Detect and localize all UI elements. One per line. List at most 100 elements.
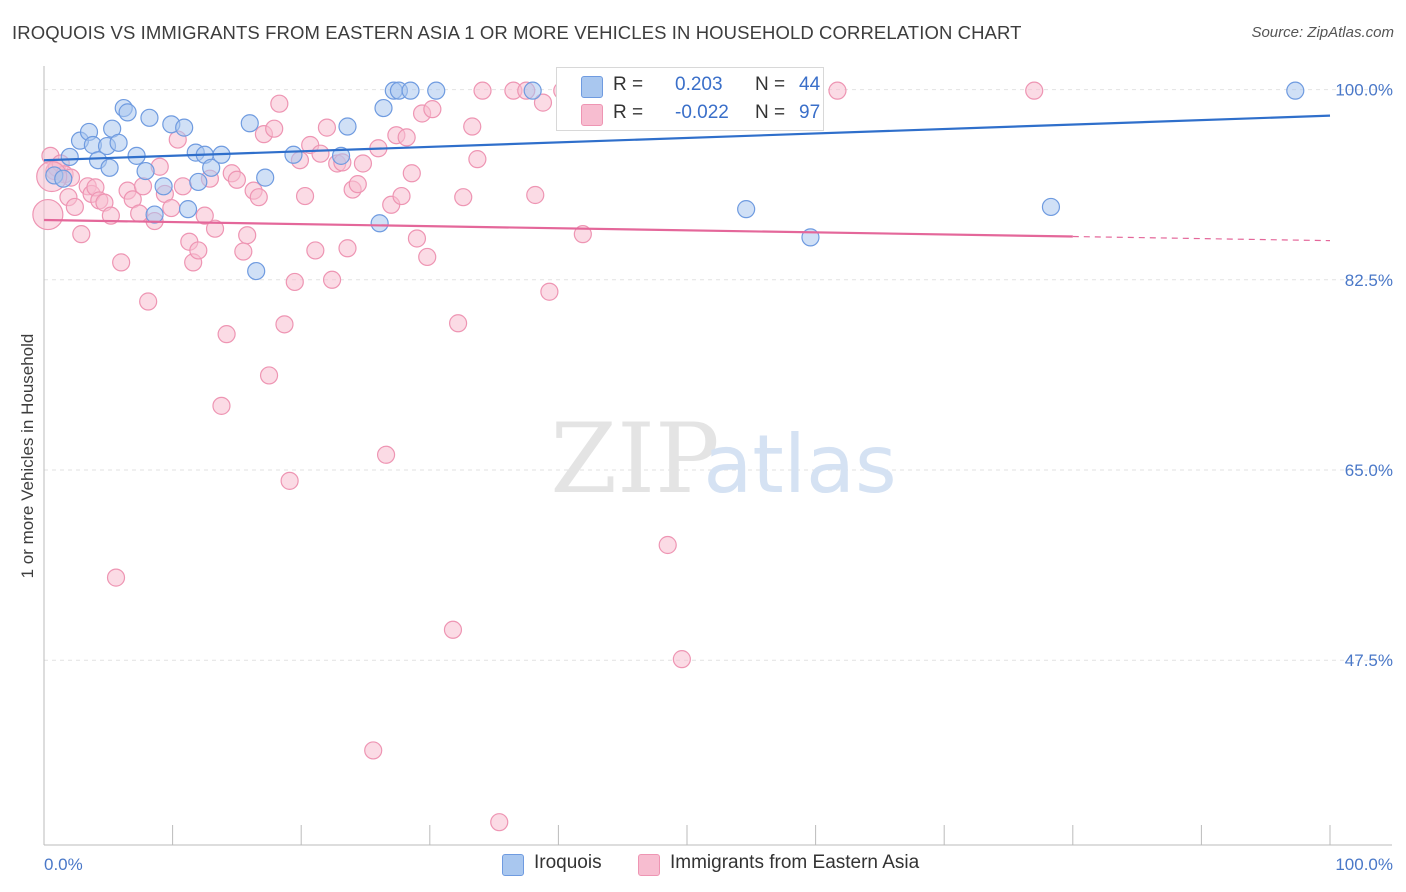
eastern-asia-point <box>533 93 553 112</box>
eastern-asia-point <box>195 206 214 225</box>
legend-r-value: 0.203 <box>675 74 723 95</box>
legend-swatch-iroquois <box>502 854 524 876</box>
eastern-asia-point <box>227 170 246 189</box>
iroquois-point <box>240 114 259 133</box>
iroquois-point <box>145 205 164 224</box>
legend-label-iroquois: Iroquois <box>534 852 602 873</box>
eastern-asia-point <box>205 219 225 238</box>
legend-label-eastern-asia: Immigrants from Eastern Asia <box>670 852 920 873</box>
eastern-asia-point <box>1025 81 1044 100</box>
eastern-asia-point <box>270 94 289 113</box>
series-iroquois-points <box>45 81 1305 281</box>
eastern-asia-point <box>212 396 231 415</box>
eastern-asia-point <box>162 198 181 218</box>
eastern-asia-point <box>672 650 691 669</box>
eastern-asia-point <box>423 100 442 119</box>
eastern-asia-point <box>322 270 342 289</box>
eastern-asia-point <box>311 144 330 163</box>
iroquois-point <box>247 261 266 281</box>
grid-lines <box>44 89 1392 661</box>
eastern-asia-point <box>454 188 473 207</box>
eastern-asia-point <box>348 175 367 194</box>
eastern-asia-point <box>238 226 257 245</box>
eastern-asia-point <box>101 206 120 225</box>
eastern-asia-point <box>295 186 315 206</box>
eastern-asia-point <box>526 185 545 205</box>
eastern-asia-point <box>285 272 304 292</box>
iroquois-point <box>202 158 221 177</box>
iroquois-point <box>523 81 542 100</box>
eastern-asia-point <box>540 282 559 301</box>
eastern-asia-point <box>133 177 153 196</box>
eastern-asia-point <box>259 366 279 385</box>
chart-source: Source: ZipAtlas.com <box>1251 24 1394 41</box>
x-tick-label: 0.0% <box>44 855 83 874</box>
eastern-asia-point <box>280 471 299 490</box>
watermark-atlas: atlas <box>703 418 896 511</box>
iroquois-point <box>178 200 198 219</box>
iroquois-point <box>401 81 420 100</box>
watermark: ZIP atlas <box>550 403 896 515</box>
eastern-asia-point <box>658 535 677 555</box>
legend-r-label: R = <box>613 74 644 95</box>
iroquois-point <box>331 146 351 165</box>
eastern-asia-point <box>448 314 468 333</box>
eastern-asia-point <box>265 119 284 138</box>
iroquois-point <box>100 158 119 177</box>
iroquois-point <box>154 177 173 196</box>
eastern-asia-trend-line-dashed <box>1072 235 1331 242</box>
iroquois-point <box>284 145 303 164</box>
eastern-asia-point <box>828 81 847 100</box>
iroquois-point <box>175 118 194 137</box>
eastern-asia-point <box>189 241 208 260</box>
watermark-zip: ZIP <box>550 403 719 515</box>
eastern-asia-point <box>65 197 84 217</box>
eastern-asia-point <box>306 241 325 260</box>
eastern-asia-point <box>463 117 482 136</box>
eastern-asia-point <box>397 128 416 147</box>
eastern-asia-point <box>443 620 463 639</box>
iroquois-point <box>189 172 208 192</box>
iroquois-point <box>60 147 79 167</box>
legend-n-value: 97 <box>799 102 821 123</box>
x-tick-label: 100.0% <box>1335 855 1393 874</box>
y-tick-labels: 100.0% 82.5% 65.0% 47.5% <box>1335 81 1393 671</box>
iroquois-point <box>374 98 393 118</box>
y-tick-label: 100.0% <box>1335 81 1393 100</box>
legend-r-label: R = <box>613 102 644 123</box>
eastern-asia-point <box>468 150 487 169</box>
eastern-asia-point <box>112 253 131 272</box>
eastern-asia-point <box>317 118 337 137</box>
eastern-asia-point <box>173 177 192 196</box>
eastern-asia-point <box>106 568 126 587</box>
chart-title: IROQUOIS VS IMMIGRANTS FROM EASTERN ASIA… <box>12 22 1022 43</box>
eastern-asia-point <box>338 239 357 258</box>
eastern-asia-point <box>234 242 253 261</box>
eastern-asia-point <box>573 225 592 244</box>
eastern-asia-point <box>473 81 492 100</box>
eastern-asia-point <box>32 198 64 231</box>
iroquois-point <box>1286 81 1305 100</box>
eastern-asia-point <box>402 164 421 183</box>
eastern-asia-point <box>376 445 396 464</box>
eastern-asia-point <box>392 186 411 206</box>
legend-swatch-pink <box>581 104 603 126</box>
iroquois-point <box>54 169 73 188</box>
x-tick-labels: 0.0% 100.0% <box>44 855 1393 874</box>
legend-n-label: N = <box>755 74 786 95</box>
y-tick-label: 47.5% <box>1345 651 1393 670</box>
eastern-asia-point <box>130 204 149 223</box>
legend-swatch-eastern-asia <box>638 854 660 876</box>
eastern-asia-point <box>249 188 268 207</box>
legend-n-label: N = <box>755 102 786 123</box>
iroquois-point <box>737 200 756 219</box>
eastern-asia-point <box>364 741 383 760</box>
axes <box>43 66 1392 846</box>
stats-legend: R = 0.203 N = 44 R = -0.022 N = 97 <box>556 67 824 131</box>
iroquois-point <box>427 81 446 100</box>
trend-lines <box>43 114 1331 242</box>
iroquois-point <box>118 103 137 122</box>
eastern-asia-point <box>72 225 91 244</box>
eastern-asia-point <box>353 154 373 173</box>
